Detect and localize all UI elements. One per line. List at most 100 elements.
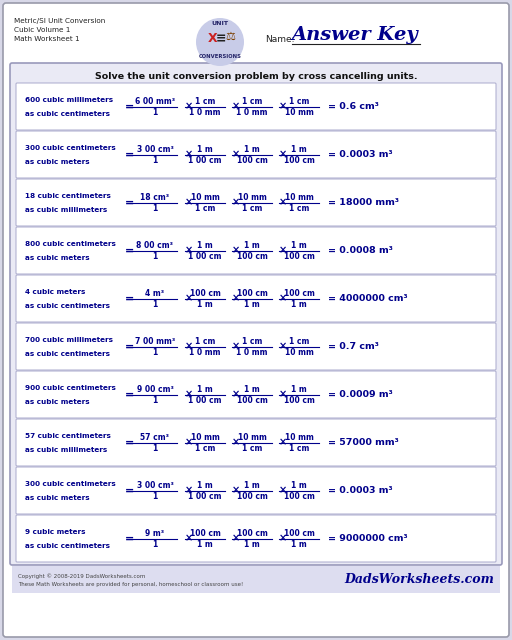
FancyBboxPatch shape bbox=[16, 323, 496, 370]
Text: ×: × bbox=[185, 534, 193, 543]
Text: 900 cubic centimeters: 900 cubic centimeters bbox=[25, 385, 116, 390]
Text: as cubic meters: as cubic meters bbox=[25, 255, 90, 260]
Text: 300 cubic centimeters: 300 cubic centimeters bbox=[25, 481, 116, 486]
Text: 18 cubic centimeters: 18 cubic centimeters bbox=[25, 193, 111, 198]
Text: ×: × bbox=[232, 294, 240, 303]
Text: =: = bbox=[125, 534, 135, 543]
Text: Copyright © 2008-2019 DadsWorksheets.com: Copyright © 2008-2019 DadsWorksheets.com bbox=[18, 573, 145, 579]
Text: 4 m³: 4 m³ bbox=[145, 289, 164, 298]
Text: ×: × bbox=[185, 438, 193, 447]
Text: ×: × bbox=[279, 246, 287, 255]
Text: 100 cm: 100 cm bbox=[189, 529, 221, 538]
Text: 1: 1 bbox=[153, 300, 158, 309]
Text: 1 cm: 1 cm bbox=[242, 97, 262, 106]
Text: 1 m: 1 m bbox=[291, 241, 307, 250]
Text: 1 m: 1 m bbox=[291, 385, 307, 394]
Text: as cubic meters: as cubic meters bbox=[25, 159, 90, 164]
Text: 100 cm: 100 cm bbox=[189, 289, 221, 298]
Text: 1 cm: 1 cm bbox=[242, 444, 262, 453]
Text: as cubic centimeters: as cubic centimeters bbox=[25, 543, 110, 548]
Text: 57 cubic centimeters: 57 cubic centimeters bbox=[25, 433, 111, 438]
Text: 100 cm: 100 cm bbox=[284, 492, 314, 501]
Text: 10 mm: 10 mm bbox=[285, 108, 313, 117]
Text: =: = bbox=[125, 390, 135, 399]
Text: = 0.0008 m³: = 0.0008 m³ bbox=[328, 246, 393, 255]
Text: 1: 1 bbox=[153, 492, 158, 501]
Text: 1 0 mm: 1 0 mm bbox=[189, 108, 221, 117]
Text: 1 m: 1 m bbox=[197, 241, 213, 250]
Text: ×: × bbox=[232, 342, 240, 351]
Text: as cubic centimeters: as cubic centimeters bbox=[25, 351, 110, 356]
Text: 1 cm: 1 cm bbox=[195, 444, 215, 453]
Text: as cubic centimeters: as cubic centimeters bbox=[25, 111, 110, 116]
Text: = 0.7 cm³: = 0.7 cm³ bbox=[328, 342, 379, 351]
Text: 1: 1 bbox=[153, 348, 158, 357]
Text: as cubic meters: as cubic meters bbox=[25, 495, 90, 500]
Text: 10 mm: 10 mm bbox=[285, 193, 313, 202]
Text: ≡: ≡ bbox=[216, 32, 226, 45]
Text: 100 cm: 100 cm bbox=[284, 289, 314, 298]
Text: 1 00 cm: 1 00 cm bbox=[188, 252, 222, 261]
Text: 10 mm: 10 mm bbox=[238, 433, 266, 442]
Text: 1 m: 1 m bbox=[244, 385, 260, 394]
Text: ×: × bbox=[232, 390, 240, 399]
Text: Metric/SI Unit Conversion: Metric/SI Unit Conversion bbox=[14, 18, 105, 24]
Text: 1 cm: 1 cm bbox=[195, 204, 215, 213]
Text: = 9000000 cm³: = 9000000 cm³ bbox=[328, 534, 408, 543]
Text: ×: × bbox=[279, 438, 287, 447]
Text: 3 00 cm³: 3 00 cm³ bbox=[137, 145, 174, 154]
Text: 1 m: 1 m bbox=[197, 145, 213, 154]
Text: UNIT: UNIT bbox=[211, 21, 228, 26]
Text: DadsWorksheets.com: DadsWorksheets.com bbox=[344, 573, 494, 586]
Text: 100 cm: 100 cm bbox=[284, 156, 314, 165]
Text: 1: 1 bbox=[153, 156, 158, 165]
Text: 1 m: 1 m bbox=[197, 481, 213, 490]
Text: 1 cm: 1 cm bbox=[242, 204, 262, 213]
Text: = 4000000 cm³: = 4000000 cm³ bbox=[328, 294, 408, 303]
Text: =: = bbox=[125, 486, 135, 495]
Text: 1 00 cm: 1 00 cm bbox=[188, 492, 222, 501]
Text: 10 mm: 10 mm bbox=[285, 348, 313, 357]
Text: 1 cm: 1 cm bbox=[289, 204, 309, 213]
FancyBboxPatch shape bbox=[16, 131, 496, 178]
Text: 100 cm: 100 cm bbox=[284, 396, 314, 405]
Circle shape bbox=[196, 18, 244, 66]
Text: 100 cm: 100 cm bbox=[237, 396, 267, 405]
Text: 1: 1 bbox=[153, 540, 158, 549]
Text: 100 cm: 100 cm bbox=[237, 252, 267, 261]
Text: 1 0 mm: 1 0 mm bbox=[236, 108, 268, 117]
Text: ×: × bbox=[232, 534, 240, 543]
Text: as cubic centimeters: as cubic centimeters bbox=[25, 303, 110, 308]
Text: ×: × bbox=[185, 150, 193, 159]
Text: 100 cm: 100 cm bbox=[237, 156, 267, 165]
FancyBboxPatch shape bbox=[16, 227, 496, 274]
Text: ×: × bbox=[279, 342, 287, 351]
Text: CONVERSIONS: CONVERSIONS bbox=[199, 54, 242, 59]
Text: 9 00 cm³: 9 00 cm³ bbox=[137, 385, 174, 394]
Text: = 57000 mm³: = 57000 mm³ bbox=[328, 438, 399, 447]
Text: =: = bbox=[125, 198, 135, 207]
Text: 300 cubic centimeters: 300 cubic centimeters bbox=[25, 145, 116, 150]
FancyBboxPatch shape bbox=[16, 371, 496, 418]
Text: These Math Worksheets are provided for personal, homeschool or classroom use!: These Math Worksheets are provided for p… bbox=[18, 582, 243, 587]
Text: 57 cm³: 57 cm³ bbox=[140, 433, 169, 442]
Text: 100 cm: 100 cm bbox=[284, 529, 314, 538]
Text: 600 cubic millimeters: 600 cubic millimeters bbox=[25, 97, 113, 102]
Text: =: = bbox=[125, 150, 135, 159]
Text: 1 m: 1 m bbox=[244, 241, 260, 250]
Text: 3 00 cm³: 3 00 cm³ bbox=[137, 481, 174, 490]
Text: as cubic meters: as cubic meters bbox=[25, 399, 90, 404]
Text: 8 00 cm³: 8 00 cm³ bbox=[137, 241, 174, 250]
Text: = 0.6 cm³: = 0.6 cm³ bbox=[328, 102, 379, 111]
Text: 100 cm: 100 cm bbox=[237, 529, 267, 538]
Text: ×: × bbox=[279, 294, 287, 303]
Text: ×: × bbox=[232, 150, 240, 159]
Text: 1 cm: 1 cm bbox=[242, 337, 262, 346]
Text: 100 cm: 100 cm bbox=[237, 492, 267, 501]
Text: =: = bbox=[125, 438, 135, 447]
Text: ×: × bbox=[279, 198, 287, 207]
Text: 800 cubic centimeters: 800 cubic centimeters bbox=[25, 241, 116, 246]
FancyBboxPatch shape bbox=[16, 419, 496, 466]
FancyBboxPatch shape bbox=[16, 275, 496, 322]
Text: ×: × bbox=[279, 150, 287, 159]
